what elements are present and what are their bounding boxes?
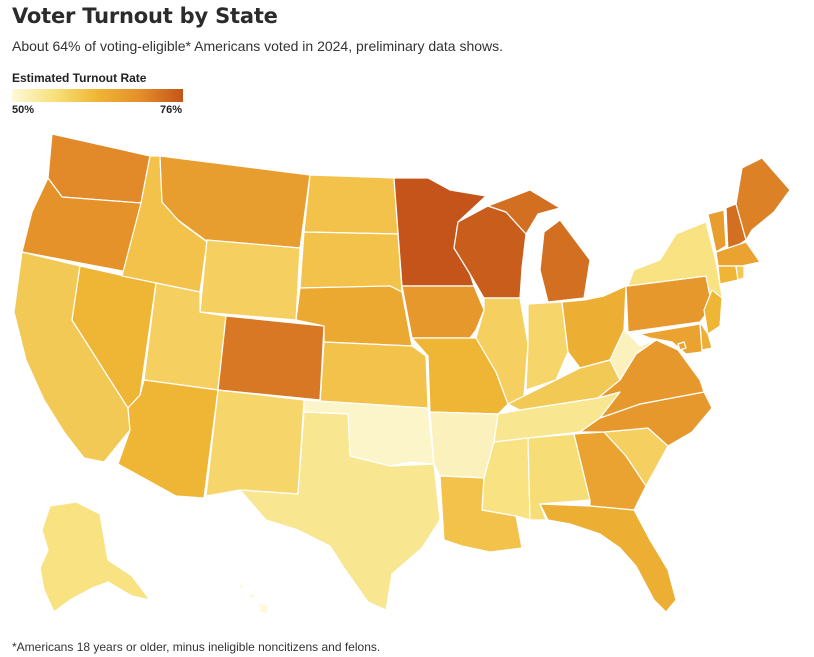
state-wy[interactable] [199, 239, 301, 321]
state-ri[interactable] [735, 265, 745, 281]
state-hi[interactable] [237, 581, 269, 615]
state-co[interactable] [217, 315, 325, 401]
state-ks[interactable] [319, 341, 429, 409]
footnote: *Americans 18 years or older, minus inel… [12, 640, 381, 654]
state-nm[interactable] [205, 389, 305, 497]
state-me[interactable] [735, 157, 791, 241]
page-title: Voter Turnout by State [12, 4, 278, 28]
state-ia[interactable] [401, 285, 485, 339]
state-fl[interactable] [539, 503, 677, 613]
state-nj[interactable] [703, 289, 723, 335]
state-md[interactable] [639, 323, 703, 355]
legend-max-label: 76% [160, 104, 183, 116]
state-wv[interactable] [609, 329, 657, 381]
state-ct[interactable] [717, 265, 739, 285]
state-mi[interactable] [487, 189, 591, 303]
state-dc[interactable] [677, 341, 687, 351]
states-layer [13, 133, 791, 615]
state-tx[interactable] [239, 411, 441, 611]
state-ma[interactable] [715, 241, 761, 267]
state-ak[interactable] [39, 501, 151, 613]
state-sd[interactable] [299, 231, 403, 293]
state-vt[interactable] [707, 209, 727, 253]
state-nd[interactable] [303, 174, 399, 235]
page-subtitle: About 64% of voting-eligible* Americans … [12, 38, 504, 54]
legend-color-scale [12, 89, 183, 102]
state-wa[interactable] [47, 133, 151, 204]
legend-title: Estimated Turnout Rate [12, 71, 147, 85]
legend-min-label: 50% [12, 104, 35, 116]
